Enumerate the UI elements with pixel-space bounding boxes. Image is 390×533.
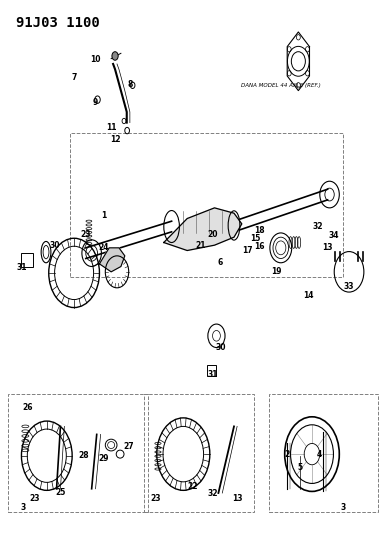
Text: 32: 32 <box>207 489 218 497</box>
Text: 30: 30 <box>215 343 225 352</box>
Text: 1: 1 <box>101 212 106 220</box>
Text: 23: 23 <box>81 230 91 239</box>
Text: 28: 28 <box>78 451 89 460</box>
Text: 33: 33 <box>344 282 354 291</box>
Text: 5: 5 <box>298 464 303 472</box>
Text: 16: 16 <box>254 242 264 251</box>
Text: 34: 34 <box>328 231 339 240</box>
Text: 30: 30 <box>50 241 60 249</box>
Bar <box>70 133 343 277</box>
Bar <box>269 394 378 512</box>
Circle shape <box>112 52 118 60</box>
Text: 15: 15 <box>250 235 261 243</box>
Text: 10: 10 <box>90 55 101 64</box>
Text: 13: 13 <box>323 243 333 252</box>
Text: 13: 13 <box>233 494 243 503</box>
Text: 12: 12 <box>110 135 120 144</box>
Text: 2: 2 <box>284 450 289 458</box>
Bar <box>144 394 254 512</box>
Text: 21: 21 <box>196 241 206 249</box>
Text: 11: 11 <box>106 124 116 132</box>
Text: 4: 4 <box>317 450 323 458</box>
Text: 14: 14 <box>303 292 313 300</box>
Polygon shape <box>99 248 125 272</box>
Text: 29: 29 <box>98 454 108 463</box>
Text: 31: 31 <box>16 263 27 272</box>
Text: 20: 20 <box>207 230 218 239</box>
Bar <box>207 365 216 376</box>
Bar <box>21 253 33 266</box>
Bar <box>8 394 148 512</box>
Text: 3: 3 <box>340 503 346 512</box>
Text: DANA MODEL 44 AXLE (REF.): DANA MODEL 44 AXLE (REF.) <box>241 83 321 87</box>
Text: 26: 26 <box>22 403 32 412</box>
Text: 7: 7 <box>71 73 77 82</box>
Text: 22: 22 <box>188 482 198 490</box>
Text: 3: 3 <box>21 503 26 512</box>
Text: 8: 8 <box>128 80 133 88</box>
Text: 23: 23 <box>30 494 40 503</box>
Text: 31: 31 <box>207 370 218 378</box>
Text: 24: 24 <box>98 243 108 252</box>
Text: 18: 18 <box>254 226 265 235</box>
Polygon shape <box>164 208 242 251</box>
Text: 91J03 1100: 91J03 1100 <box>16 16 99 30</box>
Text: 6: 6 <box>218 258 223 266</box>
Text: 19: 19 <box>272 268 282 276</box>
Text: 9: 9 <box>93 98 98 107</box>
Text: 23: 23 <box>151 494 161 503</box>
Text: 27: 27 <box>123 442 134 451</box>
Text: 17: 17 <box>242 246 253 255</box>
Text: 32: 32 <box>313 222 323 231</box>
Text: 25: 25 <box>55 488 66 497</box>
